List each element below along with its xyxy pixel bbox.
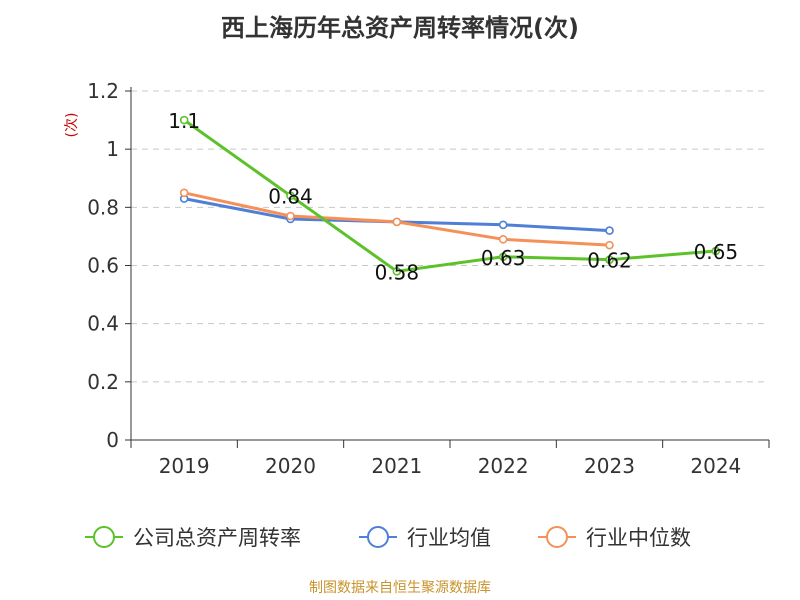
legend-label: 行业均值 — [407, 526, 491, 550]
data-point — [498, 235, 508, 244]
x-tick-label: 2022 — [478, 454, 529, 478]
data-labels: 1.1 0.84 0.58 0.63 0.62 0.65 — [168, 109, 738, 284]
axes — [125, 87, 770, 448]
x-tick-labels: 2019 2020 2021 2022 2023 2024 — [159, 454, 742, 478]
data-point — [179, 115, 189, 125]
y-tick-label: 0.8 — [87, 195, 119, 219]
data-point — [605, 240, 614, 250]
y-tick-label: 0.6 — [87, 254, 119, 278]
data-point — [392, 217, 402, 227]
series-points — [179, 115, 721, 276]
series-line — [183, 118, 716, 273]
data-point — [179, 188, 189, 198]
legend-marker — [93, 526, 115, 548]
y-axis-unit-label: (次) — [64, 113, 80, 138]
data-label: 0.62 — [587, 249, 632, 273]
data-label: 0.58 — [375, 260, 420, 284]
data-label: 1.1 — [168, 109, 200, 133]
x-tick-label: 2024 — [690, 454, 741, 478]
series-lines — [183, 118, 716, 273]
x-tick-label: 2020 — [265, 454, 316, 478]
x-tick-label: 2021 — [371, 454, 422, 478]
legend-label: 公司总资产周转率 — [133, 526, 301, 550]
legend-marker — [367, 526, 389, 548]
legend-label: 行业中位数 — [586, 526, 691, 550]
y-tick-label: 1 — [106, 137, 119, 161]
chart-title: 西上海历年总资产周转率情况(次) — [221, 14, 579, 42]
data-point — [392, 267, 402, 276]
data-label: 0.84 — [268, 185, 313, 209]
y-tick-label: 1.2 — [87, 79, 119, 103]
data-point — [286, 191, 295, 200]
y-tick-label: 0.4 — [87, 312, 119, 336]
data-point — [498, 220, 508, 230]
legend-marker — [546, 526, 568, 548]
x-tick-label: 2023 — [584, 454, 635, 478]
data-point — [605, 226, 614, 235]
data-point — [286, 211, 295, 221]
data-label: 0.63 — [481, 246, 526, 270]
y-tick-label: 0 — [106, 428, 119, 452]
x-tick-label: 2019 — [159, 454, 210, 478]
source-note: 制图数据来自恒生聚源数据库 — [309, 580, 491, 596]
data-point — [605, 255, 614, 264]
data-point — [498, 252, 508, 262]
data-point — [711, 246, 721, 256]
y-tick-label: 0.2 — [87, 370, 119, 394]
y-tick-labels: 0 0.2 0.4 0.6 0.8 1 1.2 — [87, 79, 119, 452]
data-label: 0.65 — [694, 240, 739, 264]
legend: 公司总资产周转率 行业均值 行业中位数 — [85, 526, 691, 550]
grid-lines — [131, 90, 769, 383]
